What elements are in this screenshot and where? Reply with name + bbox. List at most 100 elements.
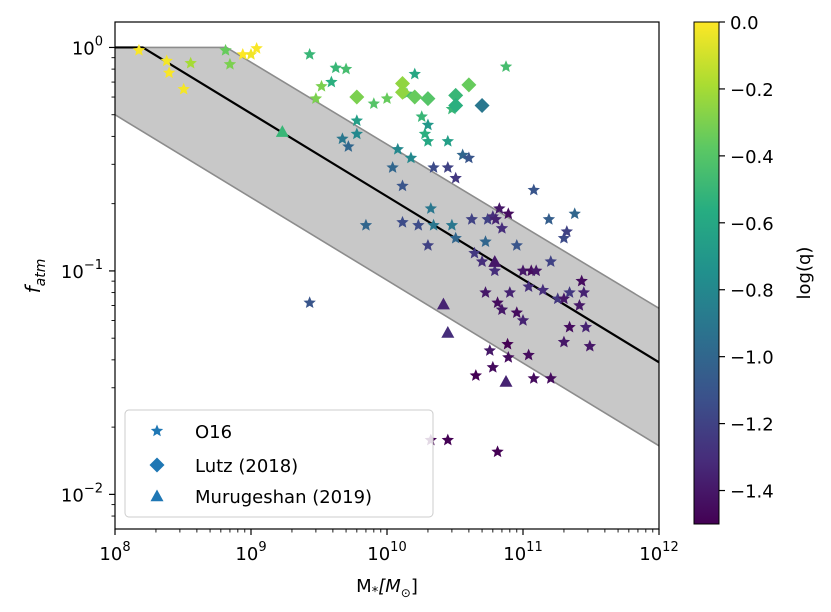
murugeshan-2019-point [441,326,455,338]
uncertainty-band [115,47,659,446]
o16-point [160,54,173,67]
o16-point [386,161,399,173]
x-tick-label: 1011 [503,540,542,565]
o16-point [468,246,481,259]
o16-point [162,66,176,79]
murugeshan-2019-point [499,375,513,387]
o16-point [303,48,316,60]
o16-point [483,344,496,356]
o16-point [441,134,454,147]
colorbar-tick-label: −0.2 [730,80,774,101]
o16-point [530,264,543,277]
o16-point [495,303,509,316]
o16-point [563,286,576,298]
x-tick-label: 109 [235,540,266,565]
o16-point [250,41,263,54]
legend: O16 Lutz (2018) Murugeshan (2019) [124,409,434,518]
o16-point [367,97,380,109]
o16-point [427,161,440,173]
x-tick-label: 108 [99,540,130,565]
o16-point [303,296,316,309]
o16-point [493,202,506,214]
o16-point [575,274,588,287]
x-tick-label: 1010 [367,540,406,565]
o16-point [489,212,502,225]
o16-point [502,207,515,220]
o16-point [342,140,355,152]
o16-point [219,43,232,56]
o16-point [315,79,328,92]
lutz-2018-point [420,91,436,107]
o16-point [568,207,581,220]
o16-point [236,48,249,60]
o16-point [557,335,571,348]
o16-point [499,60,513,72]
o16-point [491,445,504,458]
lutz-2018-point [407,89,423,105]
o16-point [503,286,516,298]
o16-point [441,433,454,446]
o16-point [415,110,428,122]
murugeshan-2019-point [436,297,450,310]
o16-point [396,215,409,228]
o16-point [449,231,462,244]
o16-point [244,48,258,60]
o16-point [544,372,557,384]
o16-point [536,283,550,296]
o16-point [527,372,540,384]
colorbar-tick-label: 0.0 [730,13,759,34]
o16-point [391,142,404,155]
o16-point [177,82,190,95]
colorbar-label: log(q) [794,247,815,300]
lutz-2018-point [394,84,410,100]
o16-point [579,320,593,333]
o16-point [544,255,557,267]
o16-point [510,238,523,251]
o16-point [184,56,197,69]
o16-point [522,280,535,292]
o16-point [350,114,364,126]
o16-point [309,92,323,104]
colorbar-tick-label: −0.4 [730,147,774,168]
colorbar-tick-label: −0.8 [730,281,774,302]
o16-point [495,221,509,234]
o16-point [522,348,535,361]
o16-point [557,231,571,244]
o16-point [325,75,338,88]
murugeshan-2019-point [275,125,289,137]
legend-marker-star [150,424,164,437]
murugeshan-2019-point [488,255,502,267]
y-tick-label: 10−2 [61,481,103,506]
o16-point [573,299,586,311]
band-lower-edge [115,114,659,447]
o16-point [486,360,500,373]
model-line [115,46,659,364]
o16-point [501,337,514,350]
o16-point [421,238,435,251]
y-tick-label: 10−1 [61,258,103,283]
lutz-2018-point [349,89,365,105]
o16-point [510,306,523,318]
colorbar-tick-label: −1.2 [730,415,774,436]
x-tick-label: 1012 [639,540,678,565]
o16-point [557,292,571,305]
o16-point [424,202,437,214]
lutz-2018-point [394,75,410,91]
o16-point [421,118,435,131]
o16-point [475,255,489,267]
legend-label-murugeshan: Murugeshan (2019) [195,487,372,508]
o16-point [396,179,409,192]
o16-point [560,225,573,237]
o16-point [336,132,349,145]
colorbar-tick-label: −0.6 [730,214,774,235]
o16-point [551,292,564,305]
legend-label-o16: O16 [195,422,232,443]
o16-point [527,183,540,196]
o16-point [412,218,425,231]
colorbar-tick-label: −1.0 [730,348,774,369]
x-axis-label: M*[M⊙] [356,576,418,600]
o16-point [479,235,492,248]
o16-point [462,151,476,164]
colorbar [693,21,720,525]
o16-point [465,212,478,225]
